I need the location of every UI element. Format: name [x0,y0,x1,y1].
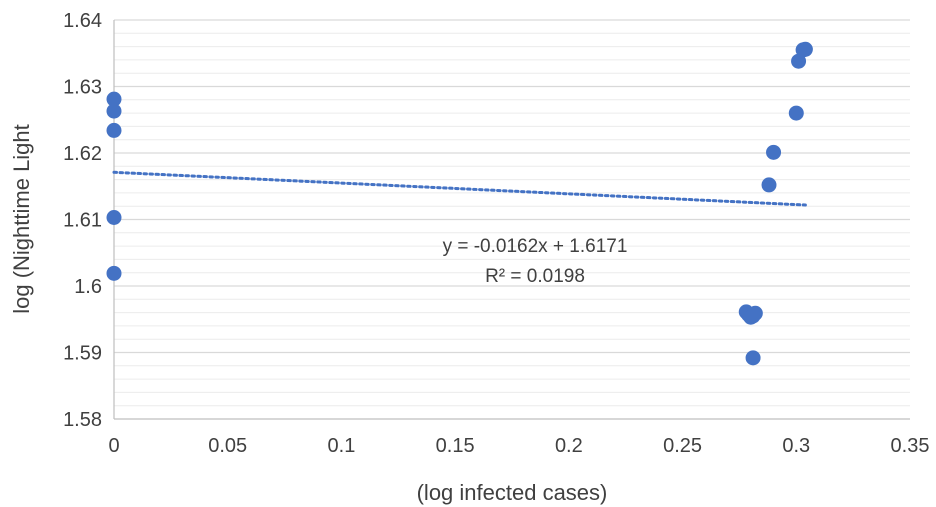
y-tick-label: 1.6 [74,276,102,298]
data-point [106,265,122,281]
data-point [788,105,804,121]
y-tick-labels: 1.58 1.59 1.6 1.61 1.62 1.63 1.64 [63,10,102,431]
major-gridlines [114,19,910,354]
y-tick-label: 1.61 [63,210,102,232]
y-tick-label: 1.63 [63,77,102,99]
data-point [106,103,122,119]
trendline-equation: y = -0.0162x + 1.6171 [443,236,628,257]
trendline-r-squared: R² = 0.0198 [485,266,585,287]
y-tick-label: 1.64 [63,10,102,32]
minor-gridlines [114,32,910,407]
data-point [106,91,122,107]
data-point [747,305,763,321]
x-tick-label: 0.35 [891,435,930,457]
x-tick-label: 0.05 [208,435,247,457]
data-point [797,41,813,57]
x-tick-label: 0.1 [328,435,356,457]
y-axis-title: log (Nighttime Light [9,124,34,314]
x-tick-labels: 0 0.05 0.1 0.15 0.2 0.25 0.3 0.35 [108,435,929,457]
data-point [106,210,122,226]
y-tick-label: 1.59 [63,343,102,365]
x-tick-label: 0 [108,435,119,457]
x-axis-title: (log infected cases) [417,480,608,505]
data-points [106,41,813,366]
x-tick-label: 0.25 [663,435,702,457]
trendline [112,170,807,207]
x-tick-label: 0.2 [555,435,583,457]
x-tick-label: 0.3 [782,435,810,457]
data-point [766,144,782,160]
data-point [791,53,807,69]
y-tick-label: 1.58 [63,409,102,431]
data-point [761,177,777,193]
x-tick-label: 0.15 [436,435,475,457]
data-point [745,350,761,366]
y-tick-label: 1.62 [63,143,102,165]
data-point [106,122,122,138]
